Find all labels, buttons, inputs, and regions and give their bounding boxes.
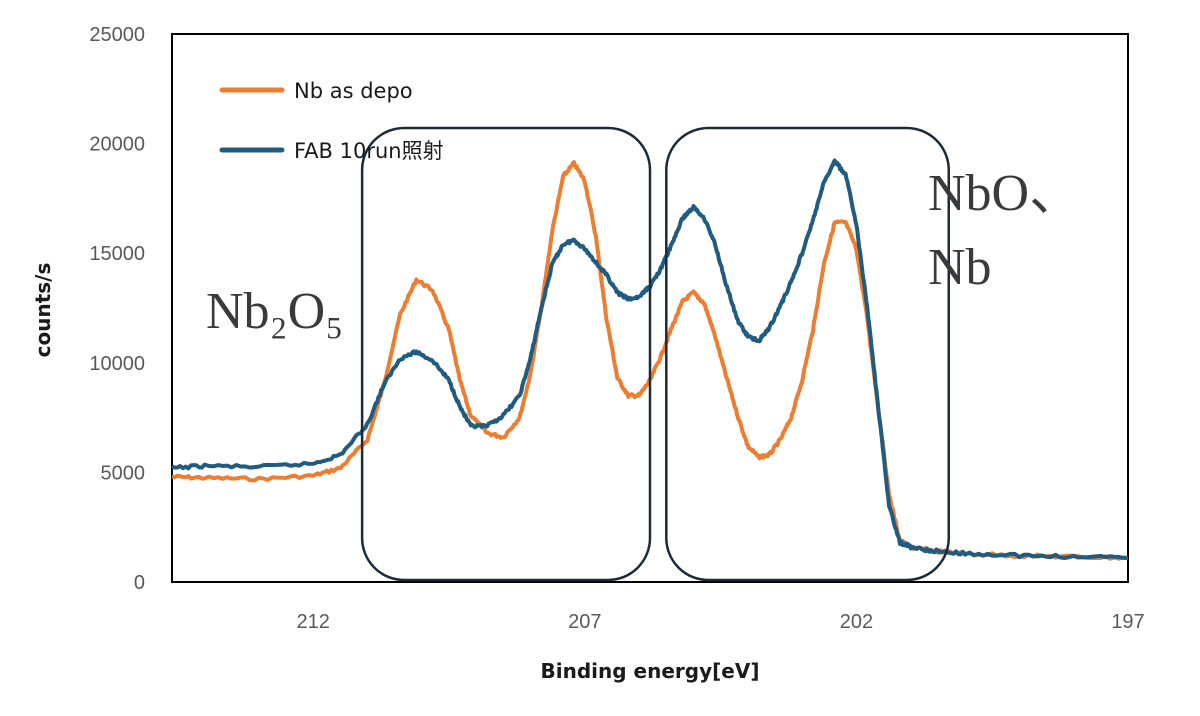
y-tick-labels: 0 5000 10000 15000 20000 25000 <box>89 24 145 594</box>
y-tick-label: 25000 <box>89 24 145 46</box>
y-tick-label: 20000 <box>89 134 145 156</box>
x-tick-label: 212 <box>297 611 330 633</box>
annotation-boxes <box>360 126 951 582</box>
x-axis-title: Binding energy[eV] <box>541 659 760 683</box>
x-tick-label: 207 <box>568 611 601 633</box>
legend: Nb as depo FAB 10run照射 <box>219 79 444 163</box>
y-tick-label: 10000 <box>89 353 145 375</box>
y-tick-label: 15000 <box>89 243 145 265</box>
y-tick-label: 0 <box>134 572 145 594</box>
annotation-box-2 <box>665 126 951 582</box>
y-tick-label: 5000 <box>101 462 146 484</box>
annotation-box-1 <box>360 126 652 582</box>
x-tick-label: 202 <box>840 611 873 633</box>
legend-label-nb-as-depo: Nb as depo <box>294 79 413 103</box>
legend-label-fab-10run: FAB 10run照射 <box>294 139 444 163</box>
x-tick-labels: 212 207 202 197 <box>297 611 1145 633</box>
annotation-nb2o5: Nb₂O₅ <box>206 283 343 340</box>
x-tick-label: 197 <box>1111 611 1144 633</box>
annotation-nb: Nb <box>928 239 992 296</box>
y-axis-title: counts/s <box>31 263 55 358</box>
annotation-nbo: NbO、 <box>928 165 1081 222</box>
plot-area-frame <box>171 33 1129 583</box>
